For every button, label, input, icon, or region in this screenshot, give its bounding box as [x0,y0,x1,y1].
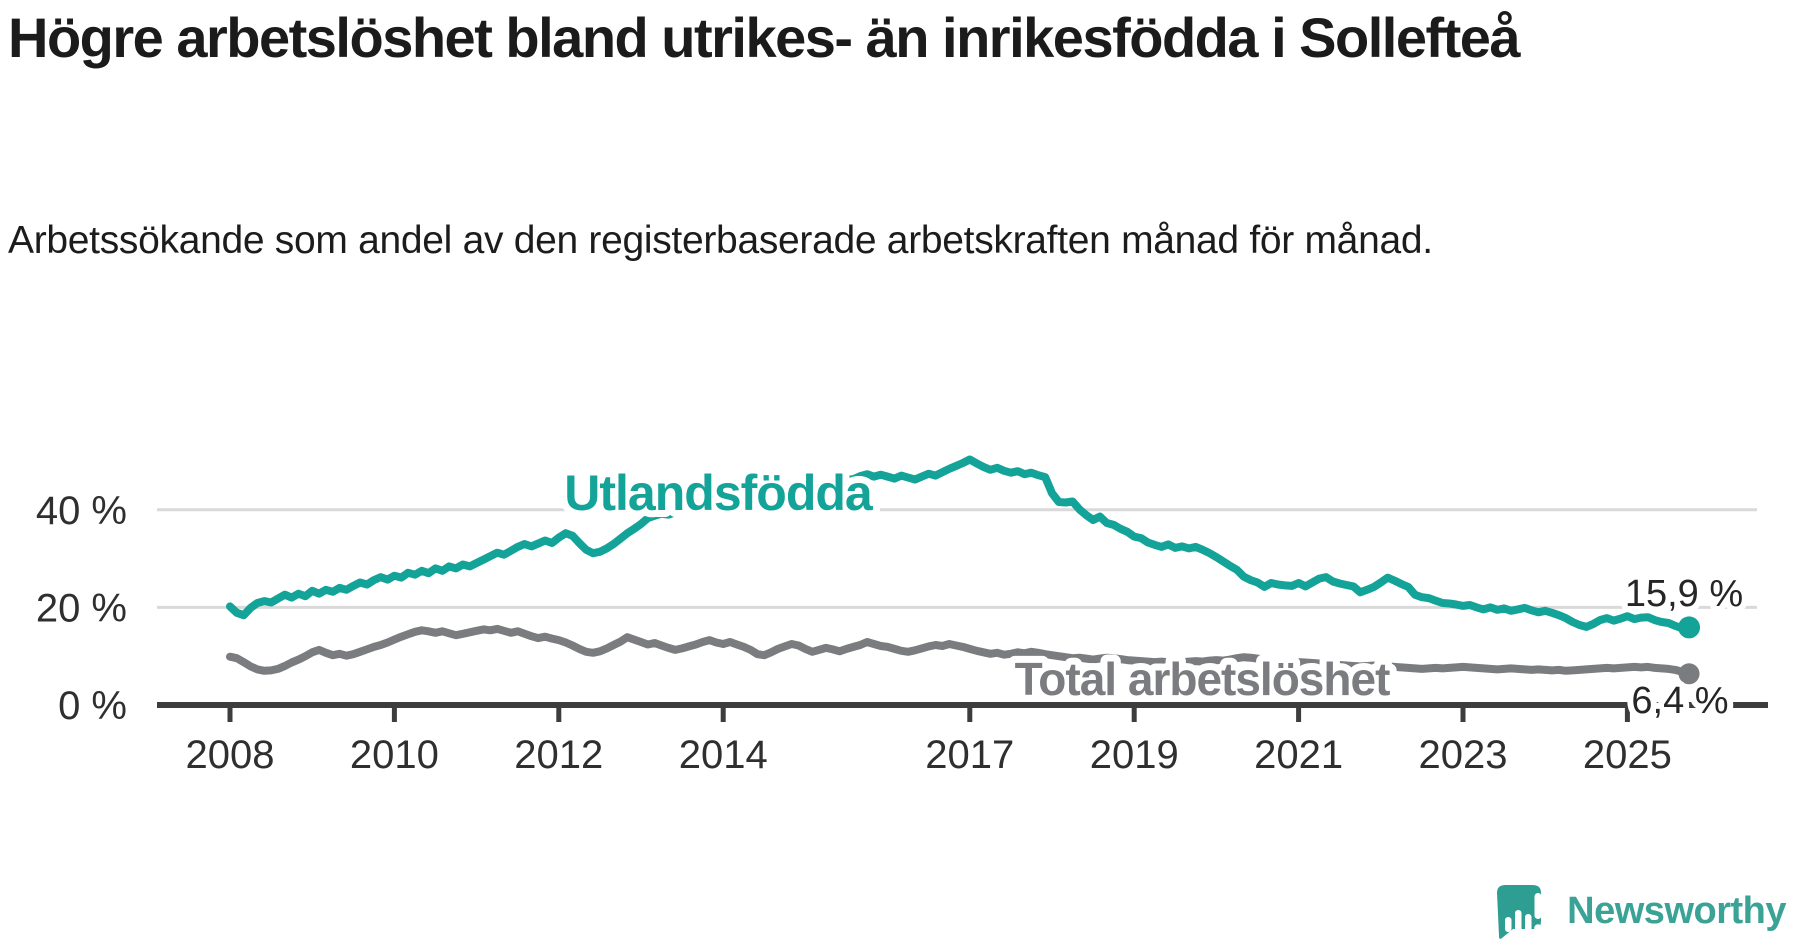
series-label-total: Total arbetslöshet [1015,653,1390,705]
y-tick-label-20: 20 % [36,586,127,630]
x-tick-label-2008: 2008 [186,733,275,777]
page-title: Högre arbetslöshet bland utrikes- än inr… [8,6,1521,69]
endpoint-dot-total [1678,663,1700,685]
endpoint-dot-utlandsfodda [1678,616,1701,639]
newsworthy-logo: Newsworthy [1496,884,1786,948]
x-tick-label-2021: 2021 [1254,733,1343,777]
end-value-label-total: 6,4 % [1631,680,1728,722]
y-tick-label-40: 40 % [36,489,127,533]
x-tick-label-2025: 2025 [1583,733,1672,777]
x-tick-label-2012: 2012 [514,733,603,777]
newsworthy-logo-text: Newsworthy [1567,889,1786,932]
newsworthy-bubble-icon [1497,885,1542,939]
x-tick-label-2014: 2014 [679,733,768,777]
x-tick-label-2017: 2017 [925,733,1014,777]
series-line-total [226,624,1694,678]
series-line-utlandsfodda [226,455,1694,633]
end-value-label-utlandsfodda: 15,9 % [1625,573,1743,615]
x-tick-label-2010: 2010 [350,733,439,777]
series-label-utlandsfodda: Utlandsfödda [564,465,874,521]
x-tick-label-2023: 2023 [1419,733,1508,777]
y-tick-label-0: 0 % [58,684,127,728]
x-tick-label-2019: 2019 [1090,733,1179,777]
page-subtitle: Arbetssökande som andel av den registerb… [8,219,1433,262]
